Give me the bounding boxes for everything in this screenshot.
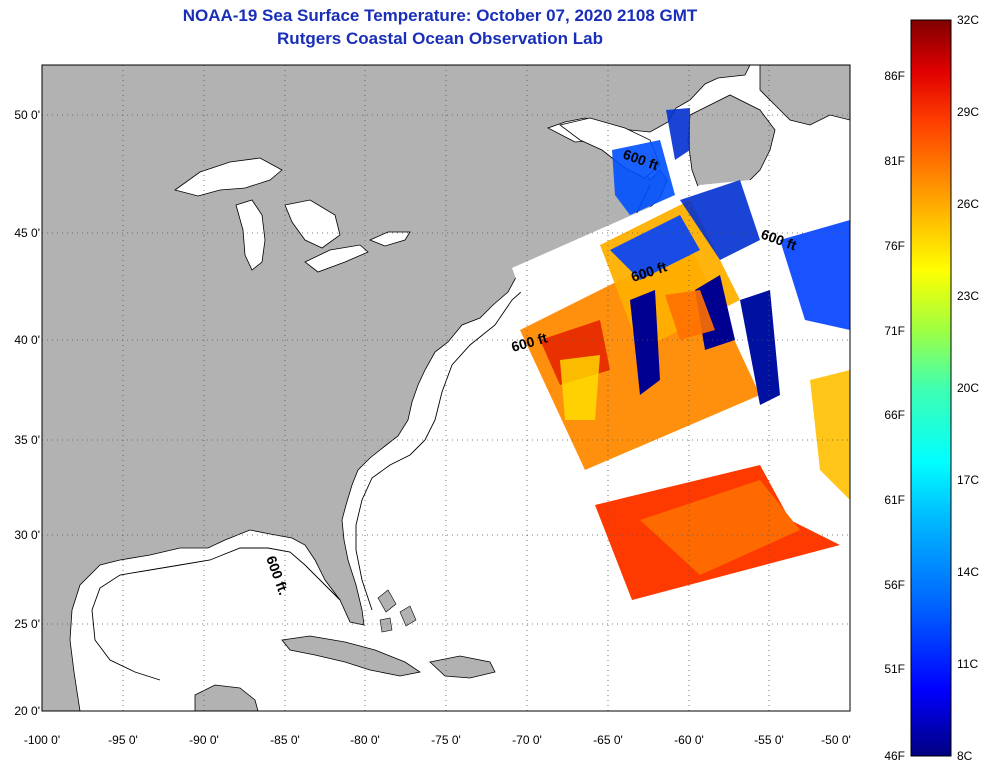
lat-tick-40: 40 0': [14, 333, 40, 347]
colorbar-label-71f: 71F: [884, 324, 905, 338]
colorbar-label-86f: 86F: [884, 69, 905, 83]
lake-superior: [174, 157, 283, 197]
lake-huron: [284, 199, 341, 249]
colorbar-label-23c: 23C: [957, 289, 979, 303]
colorbar-label-32c: 32C: [957, 13, 979, 27]
colorbar-label-14c: 14C: [957, 565, 979, 579]
land-bahamas: [377, 589, 417, 633]
land-cuba: [281, 635, 422, 677]
colorbar-label-26c: 26C: [957, 197, 979, 211]
colorbar-label-81f: 81F: [884, 154, 905, 168]
lon-tick-90: -90 0': [189, 733, 219, 747]
lat-tick-35: 35 0': [14, 433, 40, 447]
colorbar-label-17c: 17C: [957, 473, 979, 487]
land-north-america: [42, 65, 751, 711]
lon-tick-50: -50 0': [821, 733, 851, 747]
lon-tick-80: -80 0': [350, 733, 380, 747]
lat-tick-45: 45 0': [14, 226, 40, 240]
colorbar-label-66f: 66F: [884, 408, 905, 422]
map-frame: [41, 64, 851, 712]
colorbar: [910, 19, 952, 757]
lake-erie: [304, 244, 369, 273]
lon-tick-60: -60 0': [674, 733, 704, 747]
colorbar-label-11c: 11C: [957, 657, 978, 671]
land-yucatan: [194, 684, 259, 711]
lat-tick-20: 20 0': [14, 704, 40, 718]
colorbar-celsius-labels: 32C 29C 26C 23C 20C 17C 14C 11C 8C: [957, 13, 979, 763]
lake-ontario: [368, 231, 411, 247]
colorbar-label-51f: 51F: [884, 662, 905, 676]
colorbar-label-56f: 56F: [884, 578, 905, 592]
colorbar-label-61f: 61F: [884, 493, 905, 507]
lat-tick-50: 50 0': [14, 108, 40, 122]
land-hispaniola: [429, 655, 496, 679]
map-subtitle: Rutgers Coastal Ocean Observation Lab: [277, 29, 603, 48]
shelf-contour-gulf: [91, 547, 341, 681]
land-labrador: [759, 65, 850, 126]
colorbar-label-20c: 20C: [957, 381, 979, 395]
lon-tick-75: -75 0': [431, 733, 461, 747]
colorbar-label-46f: 46F: [884, 749, 905, 763]
lon-tick-65: -65 0': [593, 733, 623, 747]
lon-ticks: -100 0' -95 0' -90 0' -85 0' -80 0' -75 …: [24, 733, 851, 747]
lon-tick-100: -100 0': [24, 733, 60, 747]
lat-ticks: 50 0' 45 0' 40 0' 35 0' 30 0' 25 0' 20 0…: [14, 108, 40, 718]
lon-tick-70: -70 0': [512, 733, 542, 747]
lat-tick-25: 25 0': [14, 617, 40, 631]
lon-tick-55: -55 0': [754, 733, 784, 747]
lat-tick-30: 30 0': [14, 528, 40, 542]
lon-tick-95: -95 0': [108, 733, 138, 747]
colorbar-label-29c: 29C: [957, 105, 979, 119]
lon-tick-85: -85 0': [270, 733, 300, 747]
map-title: NOAA-19 Sea Surface Temperature: October…: [182, 6, 698, 25]
sst-satellite-swath: [512, 108, 850, 600]
colorbar-label-76f: 76F: [884, 239, 905, 253]
colorbar-label-8c: 8C: [957, 749, 973, 763]
lake-michigan: [235, 199, 266, 271]
colorbar-fahrenheit-labels: 86F 81F 76F 71F 66F 61F 56F 51F 46F: [884, 69, 905, 763]
map-area: 600 ft 600 ft 600 ft 600 ft 600 ft.: [42, 65, 850, 711]
